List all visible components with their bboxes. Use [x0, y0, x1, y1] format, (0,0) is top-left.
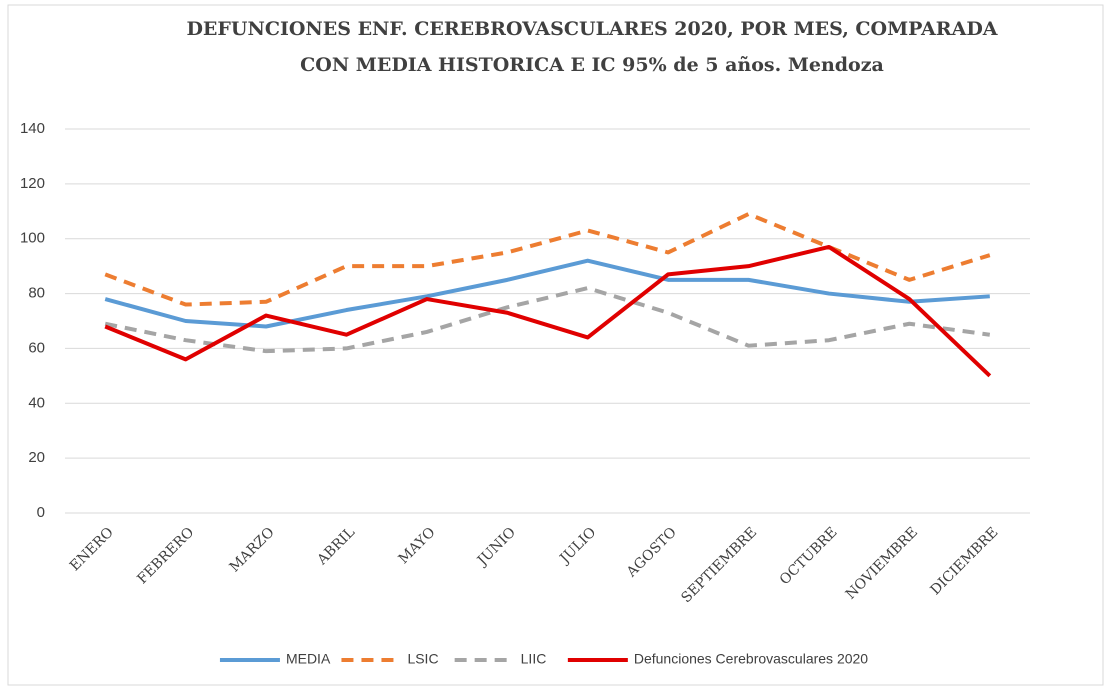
y-tick-label: 20	[28, 449, 45, 466]
chart-border	[7, 4, 1104, 686]
chart-title: CON MEDIA HISTORICA E IC 95% de 5 años. …	[300, 54, 884, 76]
y-tick-label: 0	[37, 504, 45, 521]
series-line	[104, 258, 990, 329]
y-tick-label: 100	[20, 230, 45, 247]
y-tick-label: 40	[28, 394, 45, 411]
legend-label: MEDIA	[286, 651, 331, 667]
series-line	[104, 286, 991, 354]
y-tick-label: 60	[28, 339, 45, 356]
legend-label: LIIC	[521, 651, 547, 667]
y-tick-label: 140	[20, 120, 45, 137]
chart-title: DEFUNCIONES ENF. CEREBROVASCULARES 2020,…	[186, 18, 997, 40]
y-tick-label: 120	[20, 175, 45, 192]
series-line	[104, 244, 992, 378]
legend-label: Defunciones Cerebrovasculares 2020	[634, 651, 868, 667]
legend-label: LSIC	[407, 651, 438, 667]
y-tick-label: 80	[28, 285, 45, 302]
